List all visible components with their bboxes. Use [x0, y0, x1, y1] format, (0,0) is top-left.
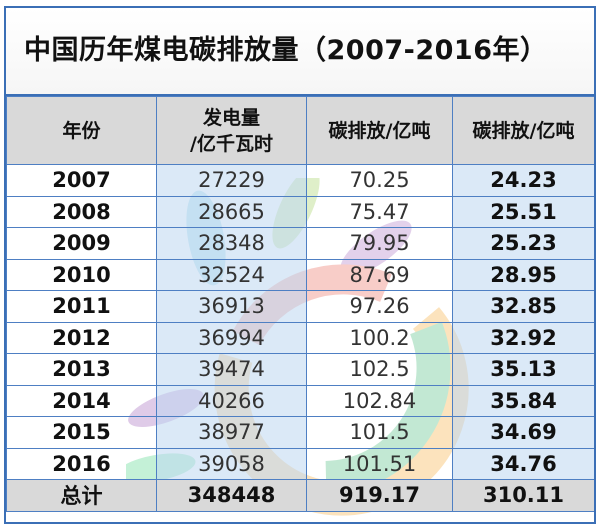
cell-carbon-a: 87.69: [306, 258, 453, 291]
cell-power: 38977: [156, 416, 307, 449]
total-label: 总计: [6, 479, 157, 512]
cell-carbon-b: 24.23: [452, 164, 594, 197]
cell-carbon-a: 70.25: [306, 164, 453, 197]
cell-carbon-b: 32.85: [452, 290, 594, 323]
table-row: 2016 39058 101.51 34.76: [6, 447, 594, 480]
header-carbon-b: 碳排放/亿吨: [452, 96, 594, 165]
table-row: 2007 27229 70.25 24.23: [6, 164, 594, 197]
cell-carbon-b: 34.69: [452, 416, 594, 449]
total-row: 总计 348448 919.17 310.11: [6, 479, 594, 512]
cell-year: 2008: [6, 195, 157, 228]
table-row: 2015 38977 101.5 34.69: [6, 416, 594, 449]
cell-year: 2015: [6, 416, 157, 449]
cell-power: 39058: [156, 447, 307, 480]
cell-power: 27229: [156, 164, 307, 197]
cell-carbon-a: 101.51: [306, 447, 453, 480]
header-carbon-a: 碳排放/亿吨: [306, 96, 453, 165]
cell-carbon-b: 34.76: [452, 447, 594, 480]
cell-year: 2016: [6, 447, 157, 480]
emissions-table: 年份 发电量 /亿千瓦时 碳排放/亿吨 碳排放/亿吨 2007 27229 70…: [6, 96, 594, 512]
cell-power: 40266: [156, 384, 307, 417]
cell-power: 39474: [156, 353, 307, 386]
cell-carbon-b: 25.51: [452, 195, 594, 228]
cell-power: 36994: [156, 321, 307, 354]
table-header-row: 年份 发电量 /亿千瓦时 碳排放/亿吨 碳排放/亿吨: [6, 96, 594, 165]
cell-year: 2010: [6, 258, 157, 291]
cell-year: 2007: [6, 164, 157, 197]
cell-carbon-a: 75.47: [306, 195, 453, 228]
table-row: 2013 39474 102.5 35.13: [6, 353, 594, 386]
cell-carbon-a: 102.84: [306, 384, 453, 417]
table-frame: 中国历年煤电碳排放量（2007-2016年） 年份 发电量 /亿千瓦时 碳排放/…: [4, 6, 596, 524]
cell-carbon-a: 102.5: [306, 353, 453, 386]
cell-carbon-b: 32.92: [452, 321, 594, 354]
cell-power: 32524: [156, 258, 307, 291]
table-row: 2012 36994 100.2 32.92: [6, 321, 594, 354]
page-title: 中国历年煤电碳排放量（2007-2016年）: [6, 8, 594, 96]
cell-carbon-b: 35.13: [452, 353, 594, 386]
cell-power: 28348: [156, 227, 307, 260]
header-power-line2: /亿千瓦时: [190, 132, 273, 155]
cell-carbon-b: 35.84: [452, 384, 594, 417]
cell-carbon-a: 101.5: [306, 416, 453, 449]
cell-carbon-a: 97.26: [306, 290, 453, 323]
cell-year: 2014: [6, 384, 157, 417]
cell-year: 2011: [6, 290, 157, 323]
cell-year: 2012: [6, 321, 157, 354]
total-carbon-b: 310.11: [452, 479, 594, 512]
header-power: 发电量 /亿千瓦时: [156, 96, 307, 165]
table-row: 2008 28665 75.47 25.51: [6, 195, 594, 228]
cell-year: 2009: [6, 227, 157, 260]
header-power-line1: 发电量: [202, 106, 260, 129]
cell-carbon-a: 100.2: [306, 321, 453, 354]
table-row: 2010 32524 87.69 28.95: [6, 258, 594, 291]
table-row: 2009 28348 79.95 25.23: [6, 227, 594, 260]
cell-year: 2013: [6, 353, 157, 386]
table-row: 2014 40266 102.84 35.84: [6, 384, 594, 417]
table-row: 2011 36913 97.26 32.85: [6, 290, 594, 323]
total-power: 348448: [156, 479, 307, 512]
cell-carbon-a: 79.95: [306, 227, 453, 260]
cell-power: 36913: [156, 290, 307, 323]
header-year: 年份: [6, 96, 157, 165]
cell-power: 28665: [156, 195, 307, 228]
cell-carbon-b: 25.23: [452, 227, 594, 260]
total-carbon-a: 919.17: [306, 479, 453, 512]
cell-carbon-b: 28.95: [452, 258, 594, 291]
